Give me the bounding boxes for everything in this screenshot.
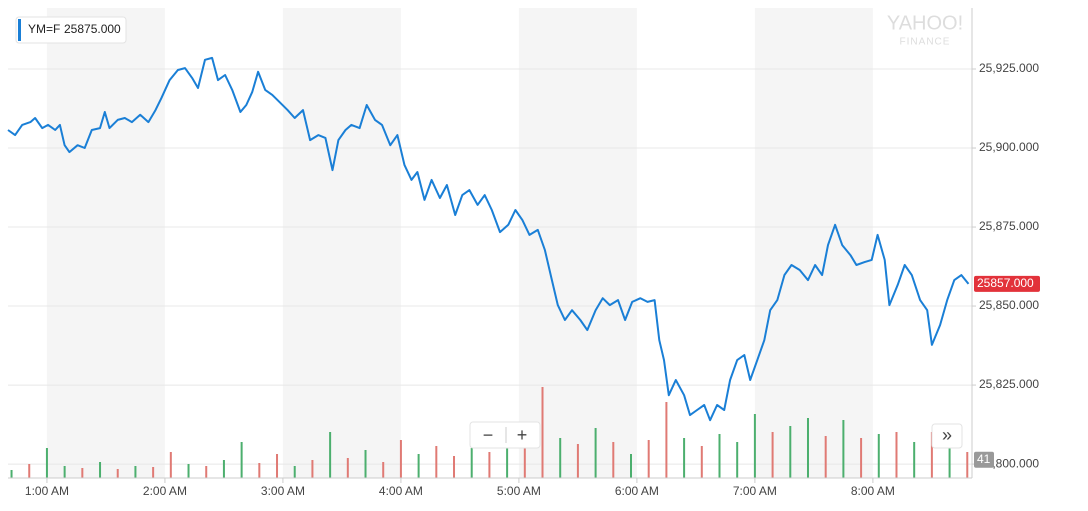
logo-sub: FINANCE [900, 37, 951, 48]
volume-bar [913, 442, 916, 478]
volume-bar [10, 470, 13, 478]
volume-bar [630, 454, 633, 478]
volume-bar [718, 434, 721, 478]
volume-bar [753, 414, 756, 478]
volume-bar [81, 468, 84, 478]
volume-bar [240, 442, 243, 478]
volume-bar [930, 432, 933, 478]
volume-bar [382, 462, 385, 478]
volume-bar [594, 428, 597, 478]
legend-swatch [18, 19, 21, 41]
volume-bar [45, 448, 48, 478]
volume-bar [28, 464, 31, 478]
zoom-out[interactable]: − [483, 425, 494, 445]
zoom-box [469, 421, 541, 449]
legend-value: 25875.000 [64, 22, 121, 36]
volume-bar [293, 466, 296, 478]
volume-bar [364, 450, 367, 478]
x-tick-label: 7:00 AM [733, 484, 777, 498]
hour-band [282, 8, 401, 478]
legend-box [15, 16, 127, 44]
volume-bar [488, 452, 491, 478]
plot-area [7, 56, 970, 478]
volume-bar [99, 462, 102, 478]
x-tick-label: 8:00 AM [851, 484, 895, 498]
zoom-controls: − + [469, 421, 541, 449]
volume-bar [948, 440, 951, 478]
volume-bar [116, 469, 119, 478]
volume-bar [877, 434, 880, 478]
y-tick-label: 25,900.000 [979, 140, 1039, 154]
volume-bar [966, 452, 969, 478]
last-price-label: 25857.000 [977, 276, 1034, 290]
volume-bar [559, 438, 562, 478]
zoom-in[interactable]: + [517, 425, 528, 445]
price-line [7, 56, 970, 422]
last-volume-tag [974, 451, 994, 468]
volume-bar [152, 467, 155, 478]
more-button[interactable]: » [942, 425, 952, 445]
x-tick-label: 4:00 AM [379, 484, 423, 498]
volume-bar [169, 452, 172, 478]
volume-bar [789, 426, 792, 478]
volume-bar [736, 442, 739, 478]
volume-bar [470, 448, 473, 478]
y-tick-label: 25,850.000 [979, 298, 1039, 312]
x-tick-label: 6:00 AM [615, 484, 659, 498]
volume-bar [683, 438, 686, 478]
volume-bar [700, 446, 703, 478]
hour-band [518, 8, 637, 478]
volume-bar [647, 440, 650, 478]
x-tick-label: 5:00 AM [497, 484, 541, 498]
volume-bar [895, 432, 898, 478]
volume-bar [63, 466, 66, 478]
volume-bar [771, 432, 774, 478]
y-tick-label: 25,925.000 [979, 61, 1039, 75]
volume-bar [506, 444, 509, 478]
more-box [931, 423, 963, 449]
volume-bar [258, 463, 261, 478]
volume-bar [329, 432, 332, 478]
legend[interactable]: YM=F 25875.000 [15, 16, 127, 44]
volume-bar [417, 454, 420, 478]
y-tick-label: 25,875.000 [979, 219, 1039, 233]
volume-bar [276, 454, 279, 478]
volume-bar [824, 436, 827, 478]
volume-bar [399, 440, 402, 478]
volume-bar [311, 460, 314, 478]
background [8, 8, 972, 478]
volume-bar [346, 458, 349, 478]
volume-bar [665, 402, 668, 478]
y-tick-label: 25,825.000 [979, 377, 1039, 391]
volume-bar [222, 460, 225, 478]
last-price-tag [974, 275, 1040, 292]
volume-bar [134, 466, 137, 478]
volume-bar [576, 444, 579, 478]
volume-bar [205, 466, 208, 478]
hour-band [46, 8, 165, 478]
volume-bar [453, 456, 456, 478]
volume-bar [541, 387, 544, 478]
legend-symbol: YM=F [28, 22, 60, 36]
hour-band [754, 8, 873, 478]
y-tick-label: 25,800.000 [979, 456, 1039, 470]
last-volume-label: 41 [977, 452, 991, 466]
volume-bar [187, 464, 190, 478]
volume-bar [860, 438, 863, 478]
x-tick-label: 1:00 AM [25, 484, 69, 498]
x-tick-label: 3:00 AM [261, 484, 305, 498]
volume-bar [842, 420, 845, 478]
x-tick-label: 2:00 AM [143, 484, 187, 498]
volume-bar [612, 442, 615, 478]
logo: YAHOO! [887, 12, 963, 34]
volume-bar [523, 446, 526, 478]
volume-bar [435, 446, 438, 478]
volume-bar [806, 418, 809, 478]
